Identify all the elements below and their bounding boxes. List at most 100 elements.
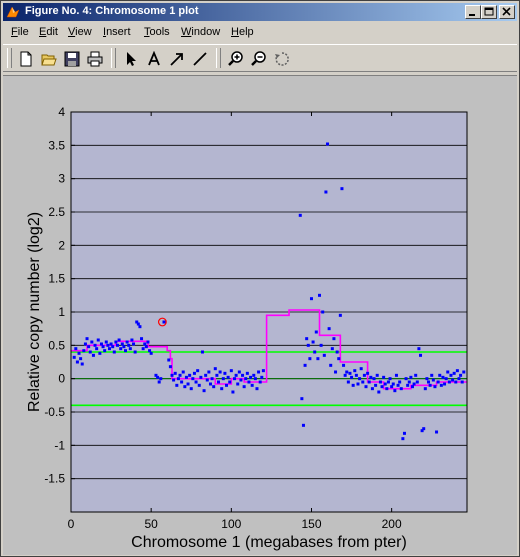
data-point	[99, 342, 103, 346]
arrow-icon	[170, 53, 183, 66]
data-point	[350, 375, 354, 379]
zoom-out-icon	[251, 51, 266, 66]
chart[interactable]: 0 50 100 150 200 -1.5 -1 -0.5 0 0.5 1 1.5 2 2.5 3 3.5 4…	[3, 76, 517, 555]
select-button[interactable]	[120, 48, 142, 70]
data-point	[249, 375, 253, 379]
data-point	[136, 322, 140, 326]
maximize-button[interactable]	[481, 5, 497, 19]
data-point	[364, 385, 368, 389]
data-point	[242, 385, 246, 389]
data-point	[261, 369, 265, 373]
new-file-button[interactable]	[15, 48, 37, 70]
data-point	[332, 337, 336, 341]
data-point	[90, 340, 94, 344]
data-point	[409, 375, 413, 379]
matlab-logo-icon	[6, 6, 20, 18]
data-point	[366, 371, 370, 375]
data-point	[388, 377, 392, 381]
data-point	[260, 375, 264, 379]
data-point	[460, 380, 464, 384]
menu-file[interactable]: File	[11, 26, 29, 38]
line-icon	[193, 52, 207, 66]
data-point	[74, 347, 78, 351]
y-tick-label: 0	[58, 372, 65, 386]
data-point	[114, 340, 118, 344]
minimize-icon	[469, 14, 475, 16]
menu-help[interactable]: Help	[231, 26, 254, 38]
toolbar	[3, 44, 517, 72]
toolbar-grip[interactable]	[7, 48, 12, 68]
menu-edit[interactable]: Edit	[39, 26, 58, 38]
data-point	[414, 373, 418, 377]
data-point	[184, 375, 188, 379]
data-point	[378, 380, 382, 384]
data-point	[250, 383, 254, 387]
data-point	[449, 373, 453, 377]
data-point	[91, 353, 95, 357]
menu-window[interactable]: Window	[181, 26, 221, 38]
close-button[interactable]	[499, 5, 515, 19]
data-point	[132, 342, 136, 346]
print-button[interactable]	[84, 48, 106, 70]
data-point	[120, 342, 124, 346]
data-point	[207, 370, 211, 374]
data-point	[82, 349, 86, 353]
data-point	[417, 347, 421, 351]
data-point	[338, 313, 342, 317]
data-point	[112, 350, 116, 354]
data-point	[386, 380, 390, 384]
data-point	[321, 310, 325, 314]
data-point	[128, 347, 132, 351]
data-point	[162, 320, 166, 324]
data-point	[334, 370, 338, 374]
data-point	[77, 351, 81, 355]
minimize-button[interactable]	[465, 5, 481, 19]
data-point	[306, 343, 310, 347]
data-point	[133, 350, 137, 354]
rotate-button[interactable]	[271, 48, 293, 70]
title-bar[interactable]: Figure No. 4: Chromosome 1 plot	[3, 3, 517, 21]
data-point	[117, 338, 121, 342]
y-axis-label: Relative copy number (log2)	[26, 212, 43, 412]
data-point	[75, 360, 79, 364]
data-point	[231, 390, 235, 394]
data-point	[447, 380, 451, 384]
segment-path	[71, 309, 467, 390]
figure-canvas[interactable]: 0 50 100 150 200 -1.5 -1 -0.5 0 0.5 1 1.5 2 2.5 3 3.5 4…	[3, 75, 517, 555]
data-point	[342, 363, 346, 367]
data-point	[311, 340, 315, 344]
data-point	[87, 345, 91, 349]
data-point	[144, 345, 148, 349]
menu-tools[interactable]: Tools	[144, 26, 170, 38]
data-point	[216, 380, 220, 384]
data-point	[401, 437, 405, 441]
save-button[interactable]	[61, 48, 83, 70]
data-point	[80, 362, 84, 366]
data-point	[215, 373, 219, 377]
menu-bar: File Edit View Insert Tools Window Help	[3, 23, 517, 42]
data-point	[93, 343, 97, 347]
zoom-out-button[interactable]	[248, 48, 270, 70]
data-point	[237, 370, 241, 374]
data-point	[455, 369, 459, 373]
data-point	[435, 430, 439, 434]
data-point	[258, 380, 262, 384]
line-button[interactable]	[189, 48, 211, 70]
arrow-button[interactable]	[166, 48, 188, 70]
text-button[interactable]	[143, 48, 165, 70]
menu-file-rest: ile	[17, 26, 29, 38]
menu-view[interactable]: View	[68, 26, 92, 38]
open-button[interactable]	[38, 48, 60, 70]
save-icon	[64, 51, 80, 67]
y-tick-label: 0.5	[48, 338, 65, 352]
data-point	[202, 389, 206, 393]
data-point	[88, 350, 92, 354]
y-tick-label: 2.5	[48, 205, 65, 219]
data-point	[247, 380, 251, 384]
data-point	[125, 340, 129, 344]
zoom-in-button[interactable]	[225, 48, 247, 70]
data-point	[172, 378, 176, 382]
data-point	[343, 373, 347, 377]
menu-insert[interactable]: Insert	[103, 26, 131, 38]
data-point	[327, 327, 331, 331]
